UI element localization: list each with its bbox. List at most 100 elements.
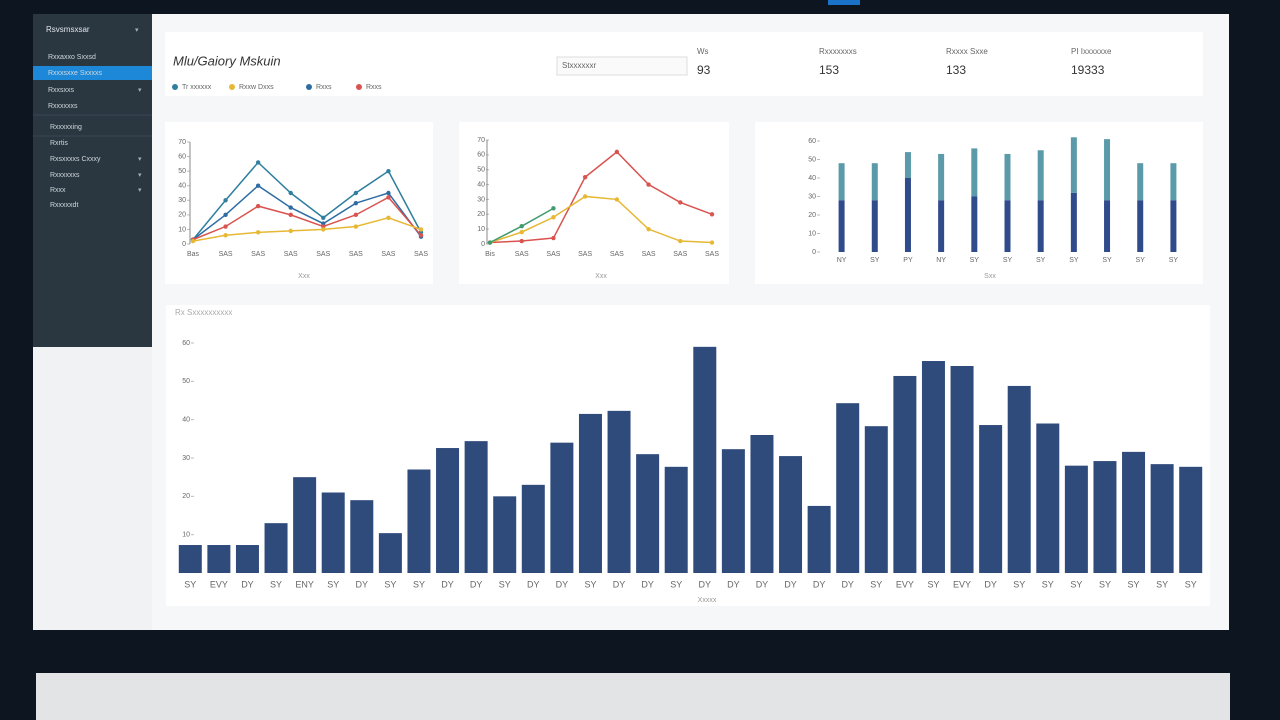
search-box[interactable] <box>556 56 688 76</box>
point <box>614 197 620 202</box>
bar <box>578 413 602 573</box>
chart-title: Rx Sxxxxxxxxxx <box>175 308 232 317</box>
stat-label: Ws <box>697 47 709 56</box>
y-tick-label: 60 <box>808 138 816 145</box>
sidebar-active <box>33 66 152 80</box>
sidebar-item[interactable]: Rxxxxxxs <box>48 103 78 110</box>
x-tick-label: SY <box>1185 579 1197 589</box>
bar <box>264 523 288 573</box>
bar-segment <box>938 153 945 201</box>
point <box>353 224 359 229</box>
bar-segment <box>1004 153 1011 201</box>
sidebar-item[interactable]: Rxxx <box>50 187 66 194</box>
x-tick-label: SY <box>1013 579 1025 589</box>
chevron: ▾ <box>138 172 142 179</box>
bar <box>464 441 488 573</box>
y-tick-label: 10 <box>808 230 816 237</box>
y-tick-label: 60 <box>477 152 485 159</box>
y-tick-label: 30 <box>182 455 190 462</box>
card <box>459 122 729 284</box>
bar <box>1179 466 1203 573</box>
y-tick-label: 30 <box>477 196 485 203</box>
x-tick-label: SY <box>1169 257 1179 264</box>
point <box>709 240 715 245</box>
bar-segment <box>1137 163 1144 201</box>
stat-label: PI Ixxxxxxe <box>1071 47 1112 56</box>
bar-segment <box>1137 200 1144 252</box>
point <box>614 149 620 155</box>
x-tick-label: SAS <box>610 251 624 258</box>
x-tick-label: EVY <box>896 579 914 589</box>
sidebar-item[interactable]: Rxxxxxxs <box>50 172 80 179</box>
point <box>255 230 261 235</box>
x-tick-label: DY <box>756 579 769 589</box>
bar <box>921 361 945 573</box>
bar-segment <box>838 163 845 201</box>
bar-segment <box>871 163 878 201</box>
bar <box>350 500 374 573</box>
sidebar-item[interactable]: Rxxsxxs <box>48 87 75 94</box>
line-series <box>192 184 422 241</box>
point <box>709 212 715 217</box>
x-tick-label: SAS <box>515 251 529 258</box>
sidebar-item[interactable]: Rxsxxxxs Cxxxy <box>50 156 101 163</box>
sidebar-item[interactable]: Rxxxsxxe Sxxxxs <box>48 70 103 77</box>
x-tick-label: SY <box>670 579 682 589</box>
chevron: ▾ <box>138 87 142 94</box>
x-tick-label: PY <box>903 257 913 264</box>
point <box>386 168 391 174</box>
point <box>288 212 293 218</box>
x-tick-label: SY <box>1069 257 1079 264</box>
bar <box>1150 464 1174 573</box>
point <box>255 160 261 165</box>
x-tick-label: SAS <box>251 251 265 258</box>
x-tick-label: SY <box>1136 257 1146 264</box>
x-axis-label: Sxx <box>984 273 996 280</box>
point <box>551 235 556 241</box>
point <box>519 223 524 229</box>
bottom-strip <box>36 673 1230 720</box>
point <box>678 238 683 244</box>
y-tick-label: 10 <box>182 532 190 539</box>
point <box>223 212 228 218</box>
bar <box>950 366 974 573</box>
stat-value: 19333 <box>1071 63 1105 77</box>
bar <box>378 533 402 573</box>
point <box>582 174 588 180</box>
y-tick-label: 30 <box>178 197 186 204</box>
y-tick-label: 10 <box>178 226 186 233</box>
point <box>288 190 293 196</box>
point <box>519 229 524 235</box>
point <box>678 200 683 205</box>
top-tab <box>828 0 860 5</box>
stat-label: Rxxxxxxxs <box>819 47 857 56</box>
y-tick-label: 60 <box>182 340 190 347</box>
point <box>321 227 326 232</box>
line-series <box>489 195 713 244</box>
sidebar-item[interactable]: Rxxaxxo Sxxsd <box>48 54 96 61</box>
point <box>321 215 326 220</box>
x-tick-label: SY <box>584 579 596 589</box>
x-tick-label: DY <box>784 579 797 589</box>
x-tick-label: DY <box>984 579 997 589</box>
line-series <box>192 161 422 241</box>
bar <box>750 435 774 573</box>
sidebar-item[interactable]: Rxxxxxing <box>50 124 82 131</box>
legend-dot <box>229 84 235 90</box>
bar-segment <box>1170 200 1177 252</box>
bar <box>1093 461 1117 573</box>
bar-segment <box>1104 139 1111 201</box>
x-tick-label: DY <box>241 579 254 589</box>
sidebar-item[interactable]: Rxrtis <box>50 140 68 147</box>
card <box>755 122 1203 284</box>
bar <box>807 505 831 573</box>
x-tick-label: DY <box>556 579 569 589</box>
legend-dot <box>172 84 178 90</box>
bar <box>293 477 317 573</box>
sidebar-item[interactable]: Rxxxxxdt <box>50 202 78 209</box>
legend-label: Rxxs <box>316 84 332 91</box>
x-tick-label: SY <box>384 579 396 589</box>
x-tick-label: SY <box>1128 579 1140 589</box>
card <box>165 122 433 284</box>
y-tick-label: 30 <box>808 193 816 200</box>
